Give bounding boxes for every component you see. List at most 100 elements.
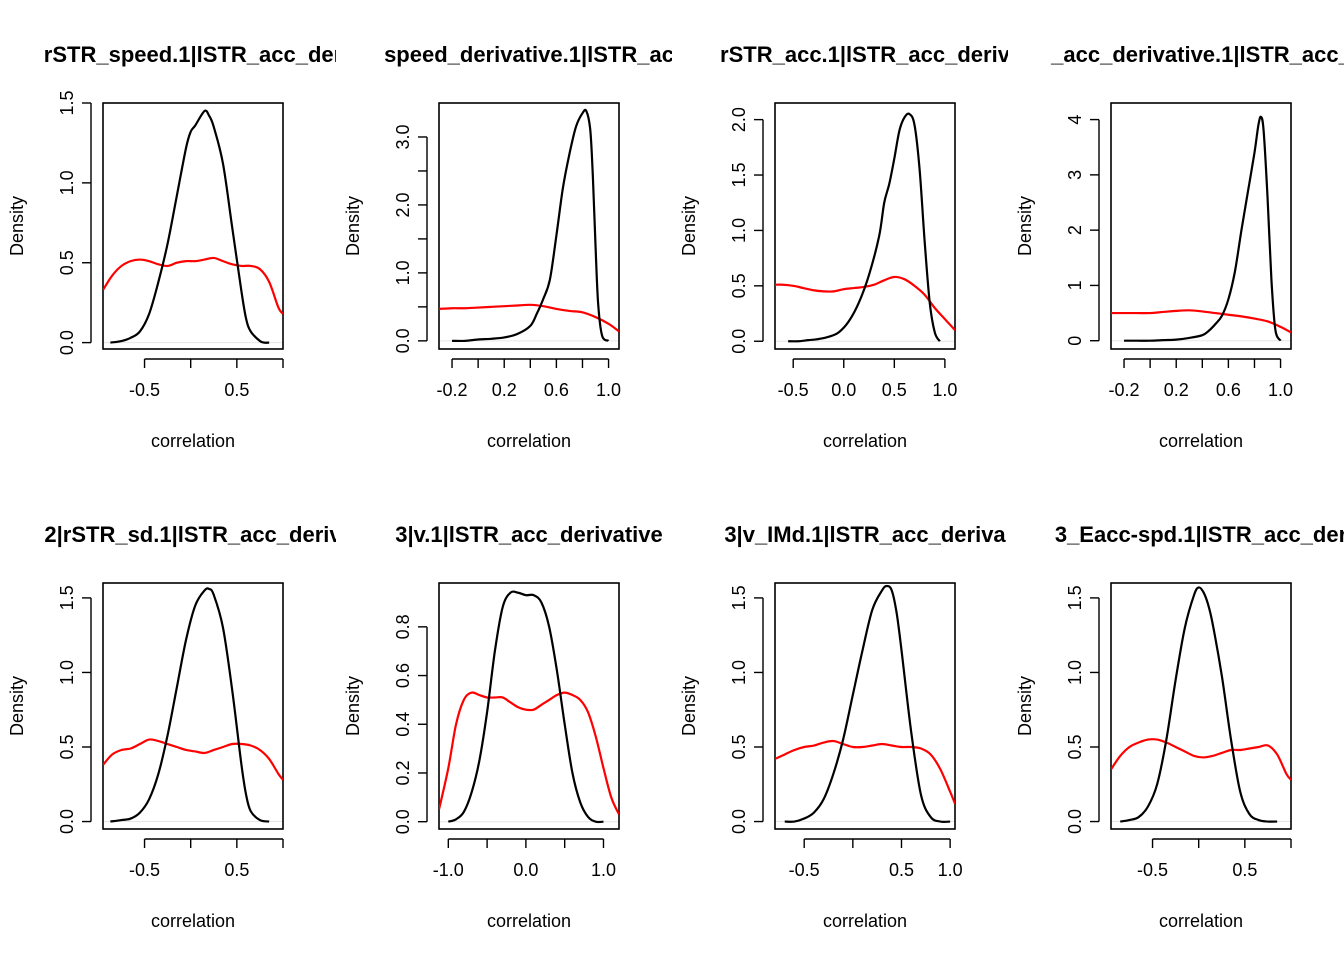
y-tick-label: 3 — [1065, 170, 1085, 180]
y-tick-label: 0.0 — [729, 329, 749, 354]
y-tick-label: 1.0 — [729, 218, 749, 243]
null-density-curve — [1111, 738, 1291, 781]
null-density-curve — [439, 303, 619, 333]
y-tick-label: 0 — [1065, 336, 1085, 346]
x-tick-label: -0.2 — [1109, 380, 1140, 400]
x-tick-label: 1.0 — [938, 860, 963, 880]
y-axis-label: Density — [7, 676, 27, 736]
x-tick-label: 0.5 — [224, 380, 249, 400]
y-axis-label: Density — [7, 196, 27, 256]
observed-density-curve — [110, 587, 270, 823]
x-tick-label: -0.2 — [437, 380, 468, 400]
null-density-curve — [103, 256, 283, 315]
x-axis-label: correlation — [823, 911, 907, 931]
density-panel-5: 2|rSTR_sd.1|lSTR_acc_deriv -0.5 0.5 0.0 0.5 1… — [7, 522, 342, 931]
observed-density-curve — [1124, 115, 1282, 342]
y-tick-label: 1.0 — [393, 260, 413, 285]
density-panel-2: speed_derivative.1|lSTR_ac -0.2 0.2 0.6 1.0 0… — [343, 42, 674, 451]
panel-title: _acc_derivative.1|lSTR_acc_ — [1050, 42, 1344, 67]
observed-density-curve — [784, 584, 951, 823]
x-tick-label: 1.0 — [1268, 380, 1293, 400]
plot-frame — [1110, 102, 1292, 350]
y-tick-label: 0.0 — [729, 809, 749, 834]
observed-density-curve — [788, 112, 941, 343]
observed-density-curve — [452, 108, 610, 343]
observed-density-curve — [1120, 586, 1278, 823]
y-tick-label: 0.5 — [1065, 734, 1085, 759]
y-tick-label: 1 — [1065, 280, 1085, 290]
x-tick-label: -0.5 — [1137, 860, 1168, 880]
x-axis-label: correlation — [487, 911, 571, 931]
y-axis-label: Density — [343, 676, 363, 736]
y-tick-label: 3.0 — [393, 124, 413, 149]
x-tick-label: -0.5 — [129, 380, 160, 400]
y-tick-label: 1.5 — [729, 163, 749, 188]
x-tick-label: -0.5 — [778, 380, 809, 400]
y-tick-label: 2.0 — [729, 107, 749, 132]
y-axis-label: Density — [343, 196, 363, 256]
panel-title: 2|rSTR_sd.1|lSTR_acc_deriv — [44, 522, 342, 547]
panel-title: rSTR_acc.1|lSTR_acc_deriv — [720, 42, 1011, 67]
x-tick-label: 0.5 — [889, 860, 914, 880]
plot-frame — [438, 582, 620, 830]
y-tick-label: 0.5 — [729, 734, 749, 759]
y-axis-label: Density — [679, 196, 699, 256]
x-tick-label: 0.2 — [1164, 380, 1189, 400]
y-tick-label: 0.2 — [393, 760, 413, 785]
density-panel-1: rSTR_speed.1|lSTR_acc_der -0.5 0.5 0.0 0.5 1.… — [7, 42, 343, 451]
y-axis-label: Density — [1015, 676, 1035, 736]
x-axis-label: correlation — [823, 431, 907, 451]
y-tick-label: 1.5 — [57, 90, 77, 115]
x-tick-label: 1.0 — [596, 380, 621, 400]
x-tick-label: -0.5 — [129, 860, 160, 880]
density-panel-7: 3|v_IMd.1|lSTR_acc_deriva -0.5 0.5 1.0 0.0 0.… — [679, 522, 1006, 931]
panel-title: 3|v.1|lSTR_acc_derivative — [395, 522, 663, 547]
x-axis-label: correlation — [151, 431, 235, 451]
panel-title: speed_derivative.1|lSTR_ac — [384, 42, 674, 67]
y-tick-label: 0.8 — [393, 614, 413, 639]
y-tick-label: 1.5 — [57, 585, 77, 610]
panel-title: 3|v_IMd.1|lSTR_acc_deriva — [724, 522, 1006, 547]
y-tick-label: 0.0 — [393, 328, 413, 353]
y-tick-label: 1.0 — [1065, 660, 1085, 685]
observed-density-curve — [447, 590, 604, 824]
null-density-curve — [439, 691, 619, 815]
plot-frame — [774, 582, 956, 830]
y-tick-label: 1.0 — [57, 660, 77, 685]
y-tick-label: 2.0 — [393, 192, 413, 217]
x-tick-label: -0.5 — [789, 860, 820, 880]
y-tick-label: 1.0 — [729, 660, 749, 685]
y-tick-label: 0.5 — [57, 734, 77, 759]
y-axis-label: Density — [1015, 196, 1035, 256]
x-tick-label: -1.0 — [433, 860, 464, 880]
density-panel-6: 3|v.1|lSTR_acc_derivative -1.0 0.0 1.0 0.0 0.… — [343, 522, 663, 931]
x-tick-label: 0.5 — [1232, 860, 1257, 880]
plot-frame — [438, 102, 620, 350]
null-density-curve — [775, 739, 955, 805]
y-tick-label: 1.5 — [729, 585, 749, 610]
y-axis-label: Density — [679, 676, 699, 736]
plot-frame — [102, 582, 284, 830]
null-density-curve — [103, 738, 283, 781]
plot-frame — [102, 102, 284, 350]
y-tick-label: 1.0 — [57, 170, 77, 195]
x-tick-label: 0.5 — [882, 380, 907, 400]
y-tick-label: 0.5 — [57, 250, 77, 275]
x-axis-label: correlation — [151, 911, 235, 931]
x-axis-label: correlation — [1159, 431, 1243, 451]
x-axis-label: correlation — [487, 431, 571, 451]
x-tick-label: 0.5 — [224, 860, 249, 880]
y-tick-label: 4 — [1065, 115, 1085, 125]
x-tick-label: 0.0 — [513, 860, 538, 880]
observed-density-curve — [110, 109, 270, 344]
y-tick-label: 0.6 — [393, 663, 413, 688]
y-tick-label: 0.4 — [393, 712, 413, 737]
null-density-curve — [1111, 309, 1291, 334]
y-tick-label: 2 — [1065, 225, 1085, 235]
panel-title: rSTR_speed.1|lSTR_acc_der — [44, 42, 343, 67]
x-tick-label: 0.6 — [544, 380, 569, 400]
panel-title: 3_Eacc-spd.1|lSTR_acc_der — [1055, 522, 1344, 547]
x-tick-label: 0.6 — [1216, 380, 1241, 400]
x-tick-label: 0.0 — [831, 380, 856, 400]
